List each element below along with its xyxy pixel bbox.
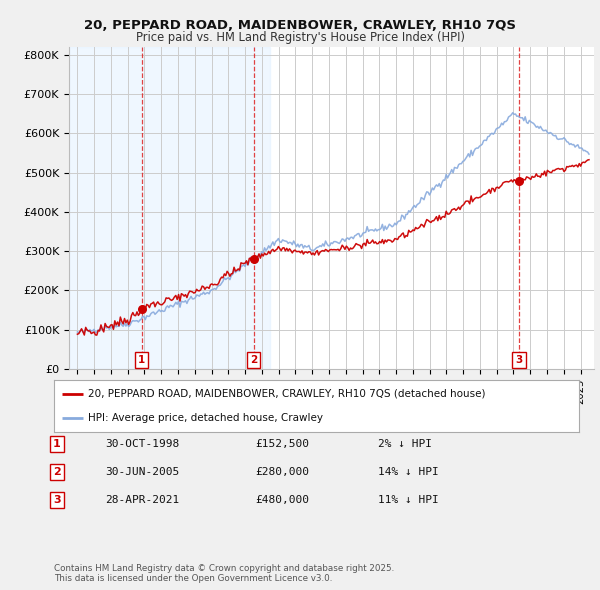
Text: Contains HM Land Registry data © Crown copyright and database right 2025.
This d: Contains HM Land Registry data © Crown c…: [54, 563, 394, 583]
Text: 2: 2: [250, 355, 257, 365]
Text: 3: 3: [515, 355, 523, 365]
Text: Price paid vs. HM Land Registry's House Price Index (HPI): Price paid vs. HM Land Registry's House …: [136, 31, 464, 44]
Text: 28-APR-2021: 28-APR-2021: [105, 496, 179, 505]
Text: 2% ↓ HPI: 2% ↓ HPI: [378, 439, 432, 448]
Text: £152,500: £152,500: [255, 439, 309, 448]
Text: 30-JUN-2005: 30-JUN-2005: [105, 467, 179, 477]
Text: HPI: Average price, detached house, Crawley: HPI: Average price, detached house, Craw…: [88, 413, 323, 423]
Bar: [69, 47, 270, 369]
Text: 1: 1: [53, 439, 61, 448]
Text: £280,000: £280,000: [255, 467, 309, 477]
Text: 2: 2: [53, 467, 61, 477]
Text: 14% ↓ HPI: 14% ↓ HPI: [378, 467, 439, 477]
Text: 30-OCT-1998: 30-OCT-1998: [105, 439, 179, 448]
Text: 3: 3: [53, 496, 61, 505]
Text: £480,000: £480,000: [255, 496, 309, 505]
Text: 11% ↓ HPI: 11% ↓ HPI: [378, 496, 439, 505]
Text: 20, PEPPARD ROAD, MAIDENBOWER, CRAWLEY, RH10 7QS (detached house): 20, PEPPARD ROAD, MAIDENBOWER, CRAWLEY, …: [88, 389, 485, 399]
Text: 1: 1: [138, 355, 145, 365]
Text: 20, PEPPARD ROAD, MAIDENBOWER, CRAWLEY, RH10 7QS: 20, PEPPARD ROAD, MAIDENBOWER, CRAWLEY, …: [84, 19, 516, 32]
